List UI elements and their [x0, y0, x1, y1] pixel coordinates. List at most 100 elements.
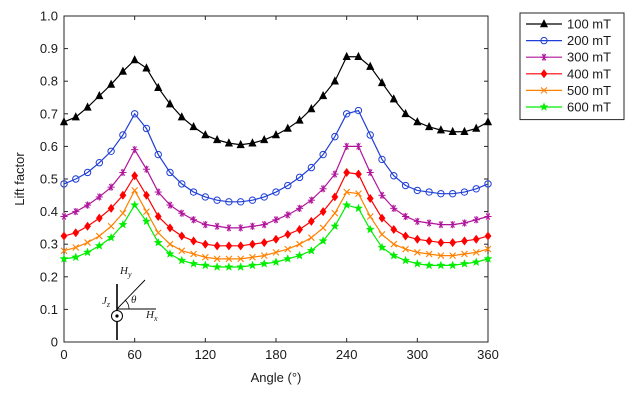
- data-point: [389, 250, 399, 260]
- x-stroke: [390, 240, 398, 248]
- data-point: [83, 247, 93, 257]
- data-point: [413, 186, 422, 195]
- data-point: [401, 108, 410, 118]
- data-point: [353, 203, 363, 213]
- data-point: [354, 51, 363, 61]
- data-point: [212, 262, 222, 271]
- data-point: [365, 224, 375, 234]
- x-stroke: [437, 252, 445, 259]
- data-point: [461, 250, 468, 258]
- data-point: [296, 225, 303, 235]
- data-point: [390, 172, 398, 180]
- data-point: [272, 234, 280, 244]
- legend-label: 400 mT: [567, 66, 611, 81]
- data-point: [484, 245, 492, 253]
- data-point: [401, 212, 410, 221]
- data-point: [118, 219, 128, 229]
- data-point: [142, 124, 151, 133]
- data-point: [190, 236, 197, 246]
- data-point: [319, 185, 327, 193]
- data-point: [72, 208, 80, 216]
- data-point: [437, 252, 445, 259]
- data-point: [424, 260, 434, 270]
- plot-frame: [63, 15, 489, 343]
- data-point: [272, 248, 280, 256]
- data-point: [390, 240, 398, 248]
- data-point: [166, 223, 174, 233]
- data-point: [142, 63, 151, 72]
- x-stroke: [284, 245, 292, 253]
- x-tick-label: 0: [60, 347, 67, 362]
- data-point: [472, 234, 480, 244]
- data-point: [260, 221, 268, 229]
- data-point: [60, 247, 68, 255]
- x-stroke: [472, 248, 480, 256]
- data-point: [154, 229, 162, 237]
- data-point: [284, 211, 292, 219]
- x-tick-label: 180: [265, 347, 287, 362]
- x-stroke: [355, 190, 362, 198]
- data-point: [331, 170, 339, 178]
- data-point: [425, 219, 433, 227]
- x-stroke: [319, 224, 327, 232]
- x-stroke: [107, 222, 115, 230]
- data-point: [59, 117, 69, 126]
- legend-item: 300 mT: [526, 50, 611, 65]
- data-point: [201, 221, 209, 229]
- data-point: [143, 208, 150, 215]
- data-point: [224, 138, 233, 147]
- data-point: [213, 196, 221, 204]
- data-point: [331, 192, 339, 202]
- data-point: [460, 188, 469, 196]
- data-point: [307, 196, 315, 204]
- data-point: [154, 188, 162, 196]
- data-point: [107, 183, 115, 191]
- legend-marker: [539, 19, 549, 28]
- data-point: [237, 255, 245, 263]
- legend-marker: [539, 102, 549, 111]
- legend-item: 500 mT: [526, 83, 611, 98]
- y-axis-title: Lift factor: [12, 152, 27, 206]
- data-point: [471, 257, 481, 266]
- data-point: [295, 204, 304, 212]
- data-point: [401, 255, 411, 265]
- data-point: [141, 216, 151, 226]
- data-point: [131, 187, 139, 194]
- x-stroke: [60, 247, 68, 255]
- x-stroke: [166, 240, 174, 248]
- data-point: [166, 201, 174, 209]
- legend-label: 300 mT: [567, 50, 611, 65]
- data-point: [319, 150, 327, 159]
- data-point: [366, 131, 374, 139]
- data-point: [425, 250, 433, 258]
- data-point: [295, 115, 304, 124]
- series-200-mt: [60, 106, 492, 206]
- data-point: [213, 222, 221, 230]
- data-point: [413, 248, 421, 256]
- series-500-mt: [60, 187, 492, 263]
- data-point: [154, 82, 163, 92]
- x-stroke: [331, 209, 339, 217]
- series-400-mt: [60, 167, 492, 251]
- data-point: [200, 260, 210, 270]
- data-point: [95, 159, 104, 167]
- legend-label: 200 mT: [567, 33, 611, 48]
- y-tick-label: 0: [51, 335, 58, 350]
- data-point: [425, 188, 433, 196]
- data-point: [60, 212, 68, 221]
- x-stroke: [402, 245, 409, 253]
- data-point: [224, 262, 234, 271]
- data-point: [189, 188, 198, 196]
- data-point: [449, 221, 457, 229]
- data-point: [330, 221, 340, 231]
- y-tick-label: 0.4: [40, 204, 58, 219]
- data-point: [355, 169, 362, 179]
- x-stroke: [260, 252, 268, 259]
- data-point: [307, 163, 316, 172]
- data-point: [83, 201, 92, 209]
- legend-item: 100 mT: [526, 17, 611, 32]
- data-point: [483, 117, 493, 126]
- data-point: [413, 234, 421, 244]
- data-point: [236, 262, 246, 271]
